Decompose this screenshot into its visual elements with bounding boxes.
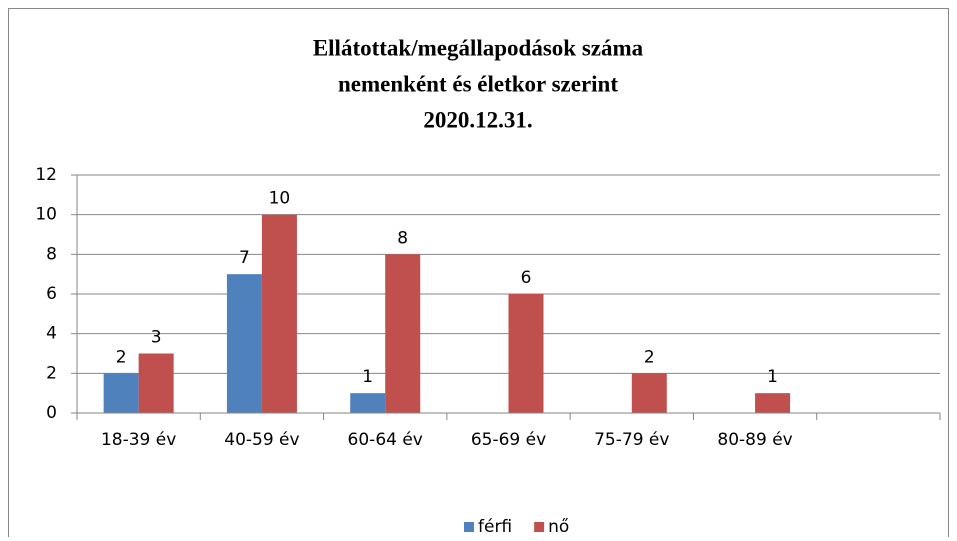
bar bbox=[385, 254, 421, 413]
x-tick-label: 80-89 év bbox=[717, 430, 792, 450]
bar bbox=[138, 353, 174, 413]
x-tick-label: 75-79 év bbox=[594, 430, 669, 450]
value-label: 1 bbox=[362, 367, 373, 387]
legend-swatch bbox=[464, 522, 474, 532]
bar bbox=[755, 393, 791, 413]
value-label: 1 bbox=[767, 367, 778, 387]
bar bbox=[508, 294, 544, 413]
value-label: 8 bbox=[397, 228, 408, 248]
y-tick-label: 6 bbox=[46, 284, 57, 304]
bar bbox=[103, 373, 139, 413]
x-tick-label: 60-64 év bbox=[348, 430, 423, 450]
x-tick-label: 18-39 év bbox=[101, 430, 176, 450]
value-label: 2 bbox=[644, 347, 655, 367]
y-tick-label: 8 bbox=[46, 244, 57, 264]
y-tick-label: 4 bbox=[46, 324, 57, 344]
chart-title: nemenként és életkor szerint bbox=[338, 71, 618, 96]
bar bbox=[261, 214, 297, 413]
value-label: 7 bbox=[239, 248, 250, 268]
legend-swatch bbox=[534, 522, 545, 532]
value-label: 6 bbox=[521, 268, 532, 288]
legend-label: nő bbox=[548, 517, 569, 537]
x-tick-label: 40-59 év bbox=[224, 430, 299, 450]
chart-title: Ellátottak/megállapodások száma bbox=[313, 35, 644, 60]
value-label: 2 bbox=[116, 347, 127, 367]
x-tick-label: 65-69 év bbox=[471, 430, 546, 450]
y-tick-label: 2 bbox=[46, 363, 57, 383]
y-tick-label: 12 bbox=[35, 165, 57, 185]
chart-title: 2020.12.31. bbox=[423, 107, 532, 132]
value-label: 10 bbox=[269, 189, 291, 209]
y-tick-label: 10 bbox=[35, 205, 57, 225]
chart-frame bbox=[8, 8, 949, 541]
value-label: 3 bbox=[151, 328, 162, 348]
legend-label: férfi bbox=[478, 517, 512, 537]
bar bbox=[350, 393, 386, 413]
y-tick-label: 0 bbox=[46, 403, 57, 423]
bar bbox=[226, 274, 262, 413]
bar bbox=[631, 373, 667, 413]
